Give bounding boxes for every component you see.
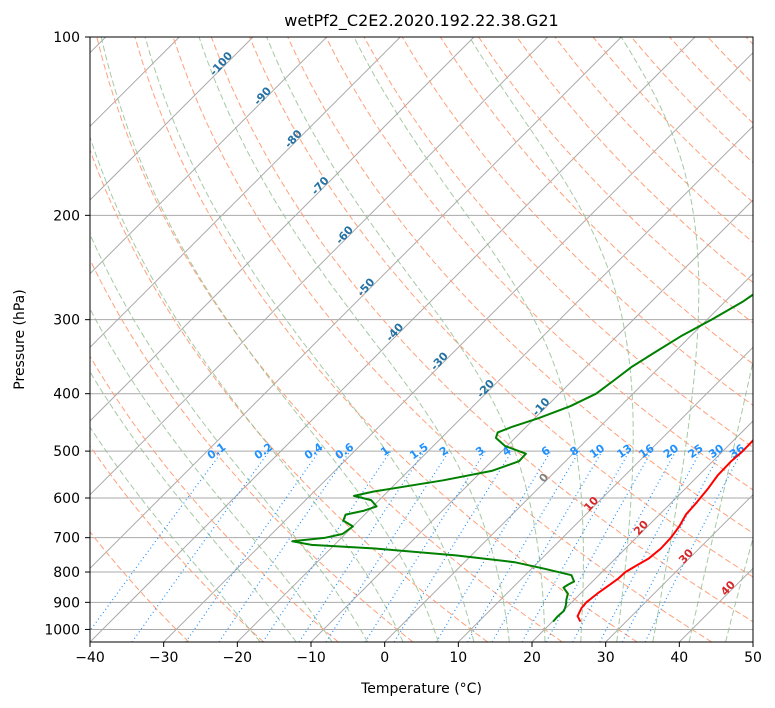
x-tick-label: 50 (744, 650, 762, 666)
x-tick-label: −10 (296, 650, 326, 666)
dry-adiabat-line (516, 37, 753, 284)
isotherm-line (163, 51, 753, 642)
x-axis-title: Temperature (°C) (360, 681, 482, 697)
mixing-ratio-line (185, 450, 320, 642)
dry-adiabat-line (249, 37, 753, 578)
dry-adiabat-line (439, 37, 753, 365)
y-tick-label: 600 (53, 491, 80, 507)
mixing-ratio-line (218, 450, 351, 642)
temperature-profile-line (576, 438, 753, 623)
isotherm-line (90, 37, 696, 642)
dry-adiabat-line (287, 37, 753, 534)
x-tick-label: −20 (223, 650, 253, 666)
isotherm-line (531, 420, 753, 642)
dry-adiabat-line (134, 37, 638, 642)
mixing-ratio-line (262, 450, 392, 642)
x-tick-label: −40 (75, 650, 105, 666)
x-tick-label: 40 (670, 650, 688, 666)
dry-adiabat-line (90, 148, 488, 642)
isotherm-line (310, 199, 753, 642)
isotherm-line (90, 37, 254, 201)
moist-adiabat-line (198, 37, 510, 642)
dewpoint-profile-line (291, 293, 753, 623)
isotherm-line (457, 346, 753, 642)
mixing-ratio-line (90, 450, 223, 632)
moist-adiabat-line (144, 37, 475, 642)
axes: −40 −30 −20 −10 0 10 20 30 40 50 1000 900 800 700 600 5… (44, 30, 762, 666)
y-tick-label: 500 (53, 444, 80, 460)
isotherm-line (384, 272, 753, 642)
y-axis-title: Pressure (hPa) (12, 289, 28, 389)
moist-adiabat-line (90, 232, 369, 642)
x-tick-label: −30 (149, 650, 179, 666)
moist-adiabat-line (688, 358, 753, 642)
y-tick-label: 300 (53, 313, 80, 329)
chart-title: wetPf2_C2E2.2020.192.22.38.G21 (284, 11, 558, 31)
plot-frame (89, 36, 754, 643)
x-tick-label: 0 (380, 650, 389, 666)
isotherm-line (90, 37, 328, 275)
moist-adiabat-line (100, 37, 439, 642)
y-tick-label: 700 (53, 531, 80, 547)
dry-adiabat-line (96, 37, 563, 642)
moist-adiabat-line (620, 37, 700, 642)
mixing-ratio-line (131, 450, 270, 642)
mixing-ratio-line (545, 450, 653, 642)
x-tick-label: 20 (523, 650, 541, 666)
dry-adiabat-line (90, 531, 190, 642)
mixing-ratio-line (572, 450, 677, 642)
y-tick-label: 900 (53, 595, 80, 611)
y-tick-label: 800 (53, 565, 80, 581)
dry-adiabat-line (210, 37, 753, 623)
x-tick-label: 30 (597, 650, 615, 666)
dry-adiabat-line (90, 445, 264, 642)
isotherm-line (90, 37, 401, 349)
isotherm-line (90, 37, 622, 570)
isotherm-line (90, 37, 549, 496)
y-tick-label: 200 (53, 208, 80, 224)
y-tick-label: 1000 (44, 622, 80, 638)
background-lines (90, 37, 753, 642)
dry-adiabat-line (90, 355, 339, 642)
dry-adiabat-line (90, 258, 414, 642)
dry-adiabat-line (401, 37, 753, 406)
dry-adiabat-line (325, 37, 753, 491)
isotherm-line (90, 37, 475, 422)
mixing-ratio-line (325, 450, 450, 642)
moist-adiabat-line (90, 370, 297, 642)
moist-adiabat-line (266, 37, 546, 642)
moist-adiabat-line (353, 37, 584, 642)
y-tick-label: 100 (53, 30, 80, 46)
moist-adiabat-line (90, 135, 404, 642)
profiles (291, 293, 753, 623)
dry-adiabat-line (172, 37, 712, 642)
isotherm-line (605, 493, 753, 642)
x-tick-label: 10 (449, 650, 467, 666)
y-tick-label: 400 (53, 387, 80, 403)
mixing-ratio-line (298, 450, 425, 642)
isotherm-line (236, 125, 753, 642)
moist-adiabat-line (90, 426, 261, 642)
